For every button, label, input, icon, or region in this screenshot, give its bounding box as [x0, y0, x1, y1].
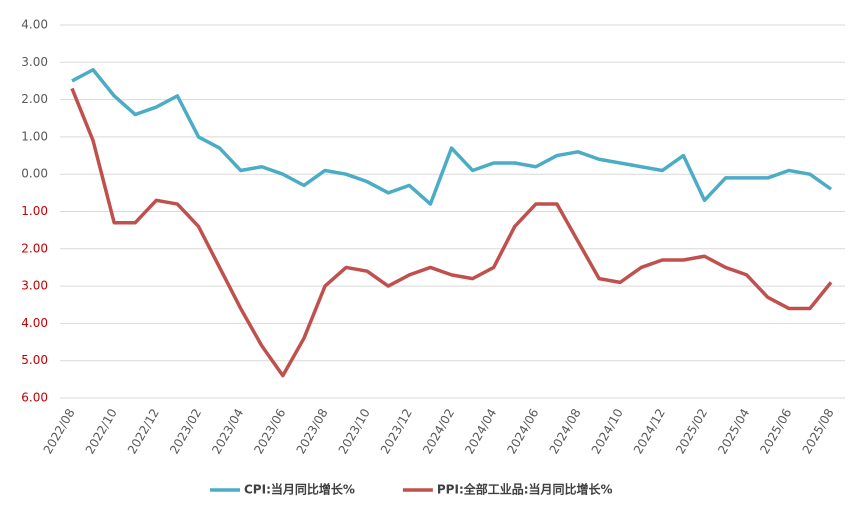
- y-tick-label: 2.00: [21, 241, 48, 255]
- x-tick-label: 2025/08: [800, 406, 837, 456]
- y-tick-label: 3.00: [21, 55, 48, 69]
- x-tick-label: 2023/10: [336, 406, 373, 456]
- x-tick-label: 2022/10: [83, 406, 120, 456]
- x-tick-label: 2023/04: [209, 406, 246, 456]
- x-tick-label: 2023/06: [251, 406, 288, 456]
- legend-label: PPI:全部工业品:当月同比增长%: [437, 482, 613, 497]
- legend: CPI:当月同比增长% PPI:全部工业品:当月同比增长%: [210, 482, 613, 497]
- y-tick-label: 4.00: [21, 316, 48, 330]
- y-tick-label: 2.00: [21, 92, 48, 106]
- y-tick-label: 6.00: [21, 391, 48, 405]
- x-tick-label: 2024/02: [420, 406, 457, 456]
- x-tick-label: 2023/08: [294, 406, 331, 456]
- y-tick-label: 0.00: [21, 167, 48, 181]
- series-line: [71, 68, 833, 206]
- y-tick-label: 1.00: [21, 204, 48, 218]
- y-tick-label: 5.00: [21, 353, 48, 367]
- x-tick-label: 2022/08: [41, 406, 78, 456]
- x-tick-label: 2022/12: [125, 406, 162, 456]
- legend-label: CPI:当月同比增长%: [244, 482, 355, 497]
- y-tick-label: 4.00: [21, 18, 48, 32]
- x-tick-label: 2025/04: [715, 406, 752, 456]
- x-tick-label: 2024/08: [547, 406, 584, 456]
- x-tick-label: 2024/10: [589, 406, 626, 456]
- x-tick-label: 2024/04: [462, 406, 499, 456]
- x-tick-label: 2023/12: [378, 406, 415, 456]
- x-tick-label: 2023/02: [167, 406, 204, 456]
- series-line: [70, 87, 833, 378]
- x-tick-label: 2025/02: [673, 406, 710, 456]
- y-tick-label: 1.00: [21, 129, 48, 143]
- x-tick-label: 2024/12: [631, 406, 668, 456]
- y-tick-label: 3.00: [21, 279, 48, 293]
- x-tick-label: 2025/06: [757, 406, 794, 456]
- x-tick-label: 2024/06: [504, 406, 541, 456]
